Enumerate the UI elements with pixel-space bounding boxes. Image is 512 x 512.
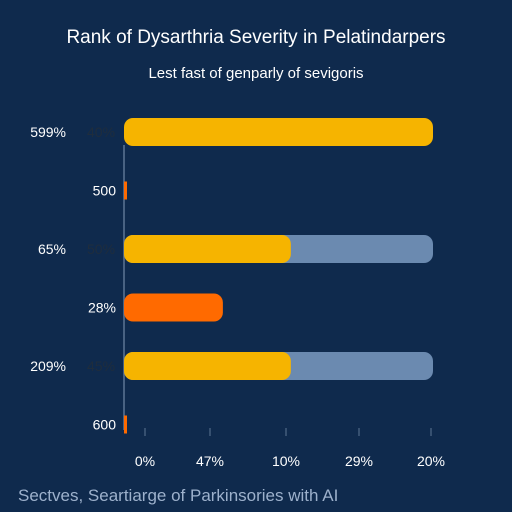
bar [124,415,127,434]
x-tick-label: 20% [417,453,445,469]
bar-label: 50% [87,241,115,257]
bar [124,118,433,146]
bar [124,235,291,263]
x-tick-label: 29% [345,453,373,469]
bar [124,181,127,200]
bar [124,293,223,322]
bar-label: 500 [93,183,117,199]
row-value-label: 599% [30,124,66,140]
x-ticks-group: 0% 47% 10% 29% 20% [135,428,445,469]
x-tick-label: 0% [135,453,155,469]
bar-label: 28% [88,300,116,316]
bars-group: 40% 599% 500 50% 65% 28% 45% 209% 600 [30,118,433,434]
row-value-label: 209% [30,358,66,374]
bar [124,352,291,380]
x-tick-label: 10% [272,453,300,469]
x-tick-label: 47% [196,453,224,469]
bar-label: 600 [93,417,117,433]
row-value-label: 65% [38,241,66,257]
chart-footer: Sectves, Seartiarge of Parkinsories with… [18,486,338,505]
bar-label: 40% [87,124,115,140]
bar-label: 45% [87,358,115,374]
chart-title: Rank of Dysarthria Severity in Pelatinda… [66,27,445,48]
chart-subtitle: Lest fast of genparly of sevigoris [148,65,363,82]
